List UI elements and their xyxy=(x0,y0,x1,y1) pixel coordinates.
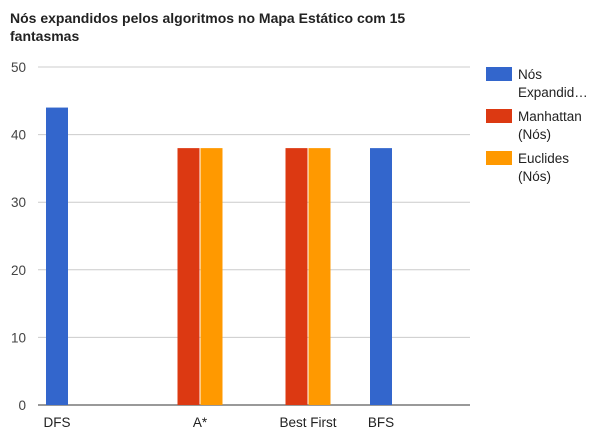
bars xyxy=(46,108,392,405)
legend-label: Manhattan (Nós) xyxy=(518,108,586,144)
x-tick-labels: DFS A* Best First BFS xyxy=(44,415,395,430)
bar-a--series-1[interactable] xyxy=(178,148,200,405)
y-tick-label: 30 xyxy=(11,195,26,210)
bar-bfs-series-0[interactable] xyxy=(370,148,392,405)
legend-item-nos-expandidos[interactable]: Nós Expandid… xyxy=(486,66,586,104)
bar-dfs-series-0[interactable] xyxy=(46,108,68,405)
legend-item-euclides[interactable]: Euclides (Nós) xyxy=(486,150,586,188)
x-tick-label: A* xyxy=(193,415,208,430)
legend-label: Euclides (Nós) xyxy=(518,150,586,186)
legend-swatch-red xyxy=(486,109,512,123)
bar-best-first-series-1[interactable] xyxy=(286,148,308,405)
y-tick-label: 0 xyxy=(18,398,26,413)
y-tick-label: 10 xyxy=(11,330,26,345)
legend-label: Nós Expandid… xyxy=(518,66,588,102)
legend-swatch-blue xyxy=(486,67,512,81)
legend-item-manhattan[interactable]: Manhattan (Nós) xyxy=(486,108,586,146)
gridlines xyxy=(38,67,470,405)
y-tick-label: 40 xyxy=(11,128,26,143)
legend-swatch-orange xyxy=(486,151,512,165)
y-tick-label: 20 xyxy=(11,263,26,278)
x-tick-label: DFS xyxy=(44,415,71,430)
bar-best-first-series-2[interactable] xyxy=(309,148,331,405)
legend: Nós Expandid… Manhattan (Nós) Euclides (… xyxy=(486,66,586,192)
y-tick-label: 50 xyxy=(11,60,26,75)
x-tick-label: BFS xyxy=(368,415,394,430)
x-tick-label: Best First xyxy=(279,415,336,430)
y-tick-labels: 0 10 20 30 40 50 xyxy=(11,60,26,413)
bar-a--series-2[interactable] xyxy=(201,148,223,405)
